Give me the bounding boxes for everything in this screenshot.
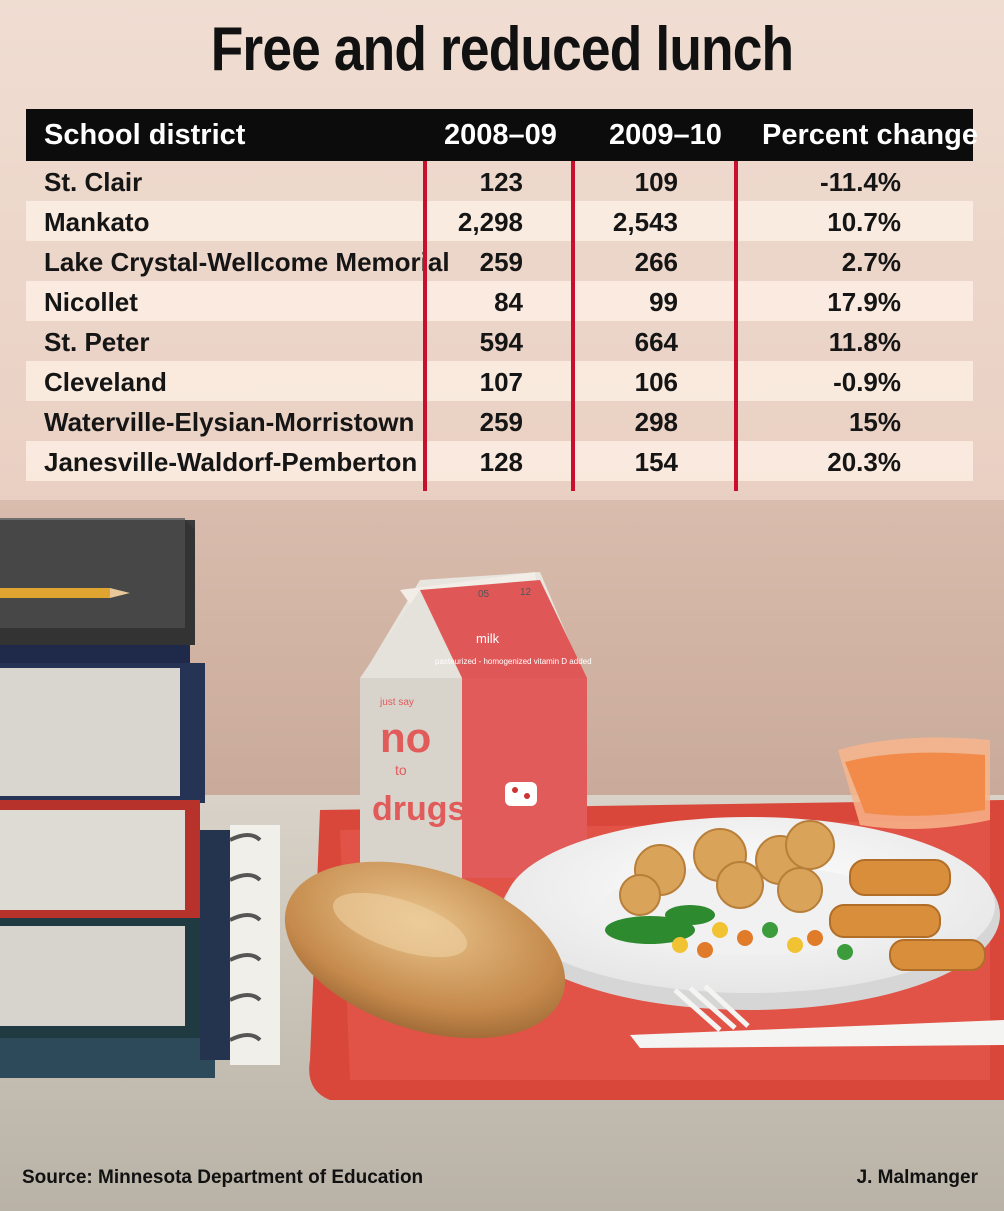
header-2008-09: 2008–09 (444, 119, 557, 151)
cell-2009-10: 266 (634, 247, 678, 277)
book-stack (0, 518, 215, 1078)
carton-date-b: 12 (520, 587, 532, 598)
table-row: Lake Crystal-Wellcome Memorial 259 266 2.7% (26, 241, 973, 281)
cell-district: St. Clair (44, 167, 143, 197)
lunch-photo-illustration: milk pasteurized - homogenized vitamin D… (0, 500, 1004, 1211)
header-2009-10: 2009–10 (609, 119, 722, 151)
cell-2009-10: 106 (634, 367, 678, 397)
cell-2008-09: 128 (479, 447, 523, 477)
table-row: St. Peter 594 664 11.8% (26, 321, 973, 361)
table-row: Cleveland 107 106 -0.9% (26, 361, 973, 401)
cell-2008-09: 259 (479, 247, 523, 277)
cell-district: St. Peter (44, 327, 150, 357)
cell-district: Cleveland (44, 367, 167, 397)
milk-carton: milk pasteurized - homogenized vitamin D… (360, 572, 592, 878)
chart-title: Free and reduced lunch (210, 15, 794, 84)
carton-to-text: to (395, 762, 407, 778)
cell-2009-10: 298 (634, 407, 678, 437)
column-divider (734, 161, 738, 491)
table-row: Mankato 2,298 2,543 10.7% (26, 201, 973, 241)
plate-with-food (500, 817, 1000, 1010)
cell-2008-09: 107 (479, 367, 523, 397)
table-body: St. Clair 123 109 -11.4% Mankato 2,298 2,543 10… (26, 161, 973, 481)
cell-2008-09: 123 (479, 167, 523, 197)
cell-2008-09: 84 (494, 287, 523, 317)
cell-2008-09: 2,298 (457, 207, 523, 237)
spiral-notebook (200, 825, 280, 1065)
table-row: St. Clair 123 109 -11.4% (26, 161, 973, 201)
cell-2009-10: 154 (634, 447, 678, 477)
cell-percent-change: 20.3% (827, 447, 901, 477)
cell-district: Waterville-Elysian-Morristown (44, 407, 415, 437)
cell-percent-change: 10.7% (827, 207, 901, 237)
table-header: School district 2008–09 2009–10 Percent … (26, 109, 978, 161)
cell-percent-change: 11.8% (828, 327, 901, 357)
plastic-fork (630, 984, 1004, 1048)
cell-2009-10: 99 (649, 287, 678, 317)
cell-district: Mankato (44, 207, 150, 237)
bread-roll (284, 861, 566, 1039)
carton-drugs-text: drugs! (372, 790, 478, 828)
table-row: Waterville-Elysian-Morristown 259 298 15% (26, 401, 973, 441)
cell-percent-change: 2.7% (841, 247, 901, 277)
cell-2009-10: 109 (634, 167, 678, 197)
milk-subtext: pasteurized - homogenized vitamin D adde… (435, 657, 592, 666)
header-district: School district (44, 119, 246, 151)
cell-percent-change: -0.9% (833, 367, 901, 397)
cell-percent-change: 15% (848, 407, 901, 437)
carton-no-text: no (380, 714, 431, 761)
cell-2008-09: 259 (479, 407, 523, 437)
cell-district: Lake Crystal-Wellcome Memorial (44, 247, 450, 277)
cell-district: Janesville-Waldorf-Pemberton (44, 447, 418, 477)
cell-district: Nicollet (44, 287, 138, 317)
fruit-cup (838, 737, 990, 829)
cell-percent-change: -11.4% (820, 167, 901, 197)
cell-percent-change: 17.9% (827, 287, 901, 317)
milk-label: milk (476, 631, 500, 646)
credit-note: J. Malmanger (856, 1167, 978, 1188)
carton-date-a: 05 (478, 589, 490, 600)
table-row: Nicollet 84 99 17.9% (26, 281, 973, 321)
cell-2009-10: 664 (634, 327, 678, 357)
data-table: School district 2008–09 2009–10 Percent … (26, 109, 978, 491)
source-note: Source: Minnesota Department of Educatio… (22, 1167, 424, 1188)
column-divider (423, 161, 427, 491)
column-divider (571, 161, 575, 491)
cell-2009-10: 2,543 (612, 207, 678, 237)
cell-2008-09: 594 (479, 327, 523, 357)
table-row: Janesville-Waldorf-Pemberton 128 154 20.3% (26, 441, 973, 481)
header-percent-change: Percent change (762, 119, 978, 151)
carton-small-text: just say (379, 697, 414, 708)
